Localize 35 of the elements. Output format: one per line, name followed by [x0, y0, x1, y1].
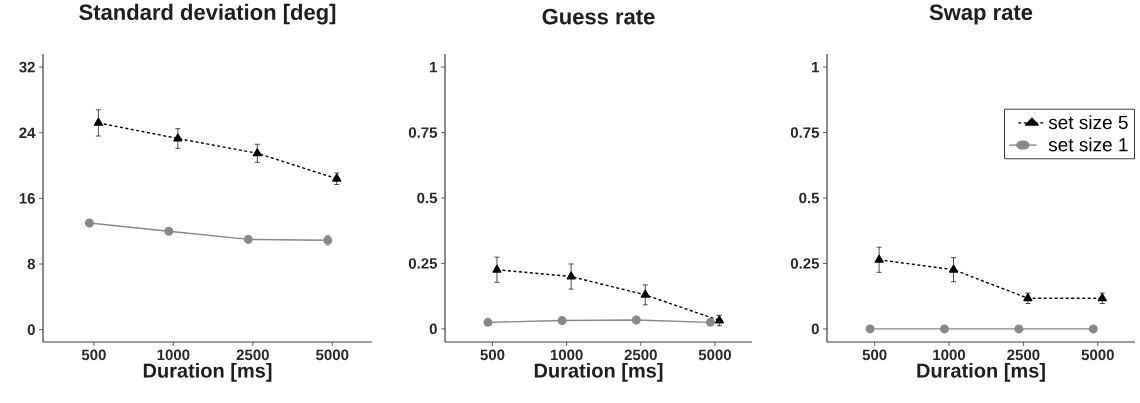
legend-label: set size 5 — [1048, 115, 1128, 130]
y-tick-label: 0 — [811, 323, 819, 335]
y-tick-label: 16 — [19, 193, 35, 204]
x-axis-title: Duration [ms] — [534, 363, 663, 382]
y-tick-label: 32 — [19, 61, 35, 73]
x-tick-label: 2500 — [1007, 349, 1040, 361]
x-tick-label: 5000 — [1081, 349, 1114, 361]
chart-title: Guess rate — [542, 8, 655, 25]
y-tick-label: 0.25 — [790, 258, 820, 269]
y-tick-label: 0.75 — [408, 127, 438, 138]
x-tick-label: 500 — [81, 349, 106, 361]
y-tick-label: 24 — [19, 127, 36, 138]
x-tick-label: 500 — [480, 349, 505, 361]
y-tick-label: 1 — [430, 61, 438, 73]
x-tick-label: 1000 — [550, 349, 583, 361]
y-tick-label: 0.5 — [799, 192, 820, 204]
y-tick-label: 1 — [812, 61, 820, 73]
x-tick-label: 1000 — [157, 349, 190, 361]
chart-title: Swap rate — [929, 4, 1033, 25]
x-axis-title: Duration [ms] — [917, 363, 1045, 382]
legend-label: set size 1 — [1048, 137, 1128, 152]
y-tick-label: 0.5 — [417, 192, 438, 204]
y-tick-label: 0 — [429, 323, 437, 335]
x-tick-label: 500 — [862, 349, 887, 361]
x-tick-label: 2500 — [624, 349, 657, 361]
y-tick-label: 0.25 — [408, 258, 438, 269]
x-tick-label: 1000 — [933, 349, 966, 361]
x-tick-label: 2500 — [236, 349, 269, 361]
chart-title: Standard deviation [deg] — [79, 3, 336, 25]
y-tick-label: 8 — [27, 258, 36, 270]
y-tick-label: 0 — [27, 324, 35, 335]
x-axis-title: Duration [ms] — [143, 363, 272, 382]
y-tick-label: 0.75 — [790, 127, 820, 138]
x-tick-label: 5000 — [698, 349, 731, 361]
x-tick-label: 5000 — [316, 349, 349, 361]
